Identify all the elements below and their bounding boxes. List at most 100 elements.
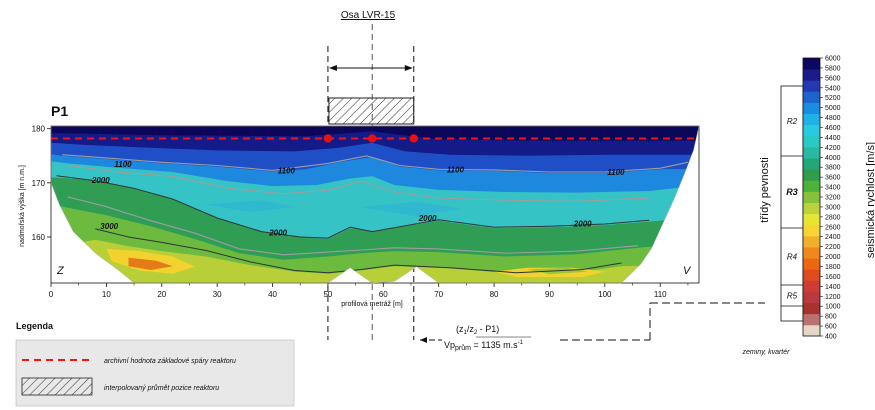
- contour-label: 3000: [100, 222, 118, 231]
- colorbar-tick-label: 5800: [825, 65, 841, 72]
- colorbar-segment: [803, 69, 820, 81]
- x-tick-label: 0: [49, 290, 54, 299]
- contour-label: 2000: [91, 176, 110, 185]
- colorbar-segment: [803, 202, 820, 215]
- foundation-point: [323, 134, 333, 143]
- colorbar-tick-label: 2600: [825, 224, 841, 231]
- colorbar-segment: [803, 213, 820, 226]
- y-tick-label: 160: [32, 233, 46, 242]
- colorbar-tick-label: 600: [825, 324, 837, 331]
- z-label: Z: [56, 265, 65, 277]
- contour-label: 2000: [573, 219, 592, 228]
- x-axis-label: profilová metráž [m]: [341, 301, 403, 308]
- colorbar-tick-label: 3600: [825, 175, 841, 182]
- colorbar-segment: [803, 247, 820, 259]
- x-tick-label: 20: [157, 290, 166, 299]
- x-tick-label: 70: [434, 290, 443, 299]
- contour-label: 2000: [268, 229, 287, 238]
- colorbar-segment: [803, 302, 820, 315]
- legend-item-reactor: interpolovaný průmět pozice reaktoru: [104, 384, 219, 392]
- colorbar-segment: [803, 158, 820, 170]
- colorbar-tick-label: 3200: [825, 195, 841, 202]
- reactor-extent-arrow-right-head: [404, 65, 413, 71]
- x-tick-label: 40: [268, 290, 277, 299]
- contour-line-3000: [95, 228, 622, 274]
- colorbar-tick-label: 4600: [825, 125, 841, 132]
- velocity-upper-band-3: [51, 126, 699, 141]
- colorbar-segment: [803, 180, 820, 192]
- colorbar-segment: [803, 146, 820, 159]
- reactor-axis-title: Osa LVR-15: [341, 10, 396, 21]
- strength-class-r3: R3: [786, 187, 798, 197]
- colorbar-segment: [803, 313, 820, 326]
- colorbar-segment: [803, 324, 820, 337]
- colorbar-tick-label: 5200: [825, 95, 841, 102]
- x-tick-label: 60: [379, 290, 388, 299]
- colorbar-segment: [803, 135, 820, 148]
- x-tick-label: 50: [323, 290, 332, 299]
- colorbar-segment: [803, 291, 820, 304]
- colorbar-tick-label: 5600: [825, 75, 841, 82]
- colorbar-segment: [803, 113, 820, 126]
- strength-bottom-label: zeminy, kvartér: [742, 349, 791, 356]
- colorbar-tick-label: 1400: [825, 284, 841, 291]
- colorbar-segment: [803, 124, 820, 137]
- velocity-highlight-0: [361, 201, 461, 217]
- colorbar-tick-label: 800: [825, 314, 837, 321]
- reactor-projection-box: [328, 97, 415, 125]
- x-tick-label: 90: [545, 290, 554, 299]
- colorbar-tick-label: 4200: [825, 145, 841, 152]
- x-tick-label: 30: [213, 290, 222, 299]
- colorbar-tick-label: 4400: [825, 135, 841, 142]
- x-tick-label: 100: [598, 290, 612, 299]
- colorbar-tick-label: 3800: [825, 165, 841, 172]
- colorbar-tick-label: 1200: [825, 294, 841, 301]
- legend-hatched-sample: [21, 377, 93, 396]
- foundation-point: [368, 134, 377, 143]
- reactor-extent-arrow-left-head: [328, 65, 337, 71]
- x-tick-label: 110: [654, 290, 667, 299]
- contour-line-1600: [67, 164, 650, 202]
- strength-class-r2: R2: [787, 117, 798, 126]
- colorbar-tick-label: 6000: [825, 56, 841, 63]
- colorbar-tick-label: 3000: [825, 204, 841, 211]
- colorbar-label: seismická rychlost [m/s]: [865, 142, 875, 258]
- contour-label: 1100: [278, 166, 296, 175]
- legend-item-foundation: archivní hodnota základové spáry reaktor…: [104, 358, 236, 365]
- colorbar-tick-label: 4000: [825, 155, 841, 162]
- colorbar-tick-label: 4800: [825, 115, 841, 122]
- strength-class-r5: R5: [787, 292, 798, 301]
- colorbar-segment: [803, 102, 820, 114]
- colorbar-tick-label: 5400: [825, 85, 841, 92]
- velocity-note-line2: Vpprům = 1135 m.s-1: [444, 340, 524, 352]
- colorbar-segment: [803, 58, 820, 70]
- colorbar-tick-label: 1000: [825, 304, 841, 311]
- y-axis-label: nadmořská výška [m n.m.]: [19, 165, 26, 247]
- colorbar-segment: [803, 80, 820, 92]
- x-tick-label: 10: [102, 290, 111, 299]
- colorbar-segment: [803, 269, 820, 281]
- legend-title: Legenda: [16, 321, 54, 331]
- contour-label: 1100: [607, 168, 625, 177]
- x-tick-label: 80: [490, 290, 499, 299]
- velocity-note-line1: (z1/z2 - P1): [456, 324, 499, 336]
- colorbar-segment: [803, 191, 820, 203]
- v-label: V: [683, 265, 692, 277]
- contour-label: 2000: [418, 214, 437, 223]
- section-outline: [50, 125, 700, 284]
- contour-line-2000: [56, 175, 650, 239]
- colorbar-tick-label: 1600: [825, 274, 841, 281]
- colorbar-tick-label: 1800: [825, 264, 841, 271]
- colorbar-tick-label: 2400: [825, 234, 841, 241]
- velocity-highlight-1: [206, 200, 295, 213]
- colorbar-segment: [803, 169, 820, 181]
- velocity-note-arrow-head: [420, 337, 427, 343]
- colorbar-tick-label: 2200: [825, 244, 841, 251]
- colorbar-segment: [803, 280, 820, 292]
- profile-label: P1: [51, 103, 68, 119]
- velocity-band-2: [51, 239, 699, 283]
- colorbar-segment: [803, 91, 820, 103]
- foundation-point: [409, 134, 418, 143]
- contour-line-1100: [62, 154, 689, 173]
